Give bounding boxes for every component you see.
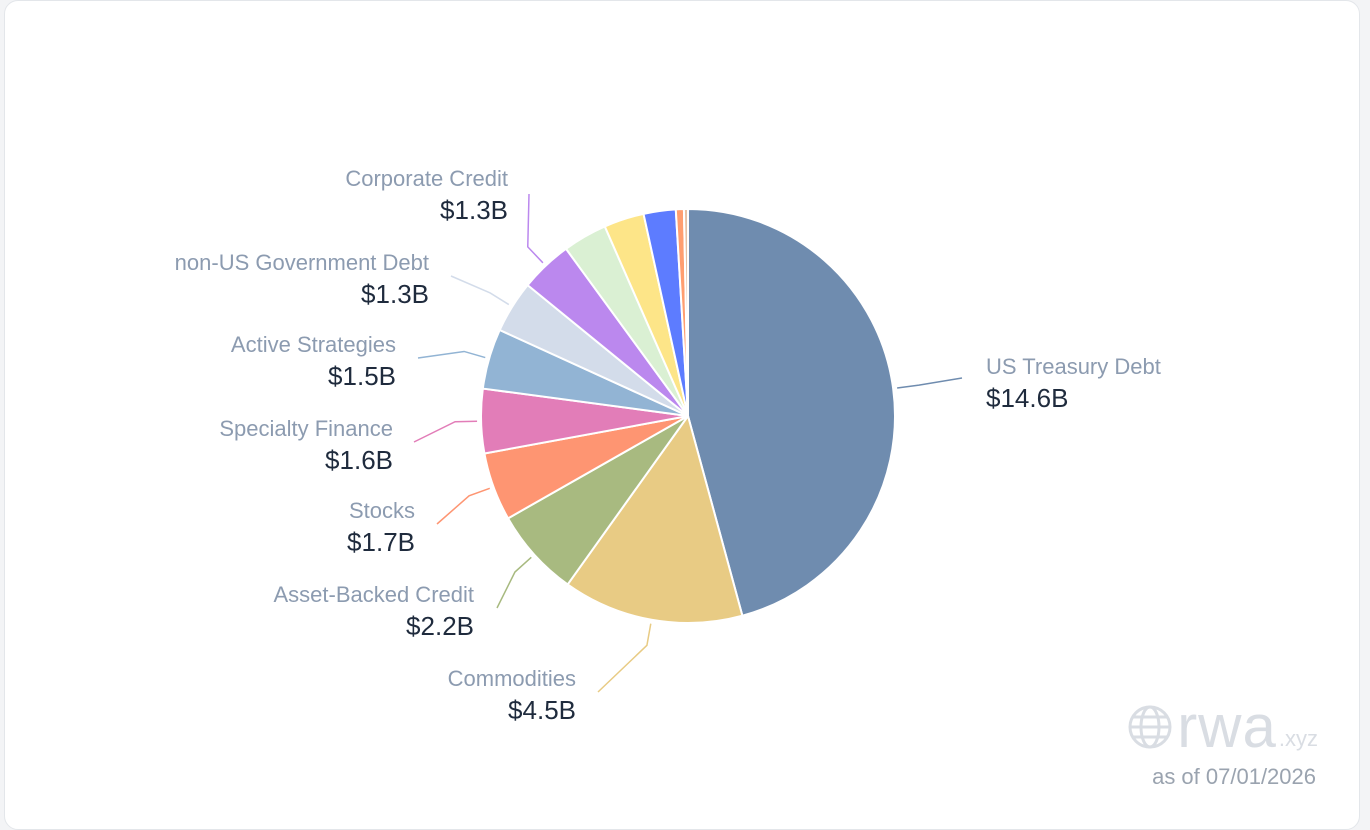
connector-active-strategies [417,350,486,359]
slice-label-name: Specialty Finance [219,416,393,441]
slice-label-name: US Treasury Debt [986,354,1161,379]
pie-outline [480,208,896,624]
connector-stocks [436,487,491,525]
slice-label-name: Stocks [349,498,415,523]
connector-corporate-credit [527,193,544,264]
slice-label-value: $2.2B [406,611,474,641]
connector-commodities [597,623,652,693]
pie-slices [480,207,896,624]
connector-specialty-finance [413,420,478,443]
slice-label-name: Commodities [448,666,576,691]
slice-label-value: $1.3B [361,279,429,309]
connector-asset-backed-credit [496,556,532,609]
slice-label-name: non-US Government Debt [175,250,429,275]
slice-label-value: $1.6B [325,445,393,475]
slice-labels: US Treasury Debt $14.6B Commodities $4.5B As… [175,166,1161,725]
label-connectors [413,193,963,693]
connector-non-us-government-debt [450,275,510,306]
slice-label-value: $1.7B [347,527,415,557]
as-of-date: as of 07/01/2026 [1152,764,1316,789]
slice-label-value: $14.6B [986,383,1068,413]
connector-us-treasury-debt [897,377,963,389]
slice-label-value: $4.5B [508,695,576,725]
rwa-watermark: rwa .xyz [1127,693,1318,760]
slice-label-value: $1.5B [328,361,396,391]
watermark-tld: .xyz [1278,726,1318,751]
slice-label-name: Corporate Credit [345,166,508,191]
slice-label-name: Asset-Backed Credit [273,582,474,607]
pie-chart: US Treasury Debt $14.6B Commodities $4.5B As… [175,166,1161,725]
globe-icon [1128,705,1172,749]
watermark-brand: rwa [1177,693,1277,760]
slice-label-value: $1.3B [440,195,508,225]
slice-label-name: Active Strategies [231,332,396,357]
